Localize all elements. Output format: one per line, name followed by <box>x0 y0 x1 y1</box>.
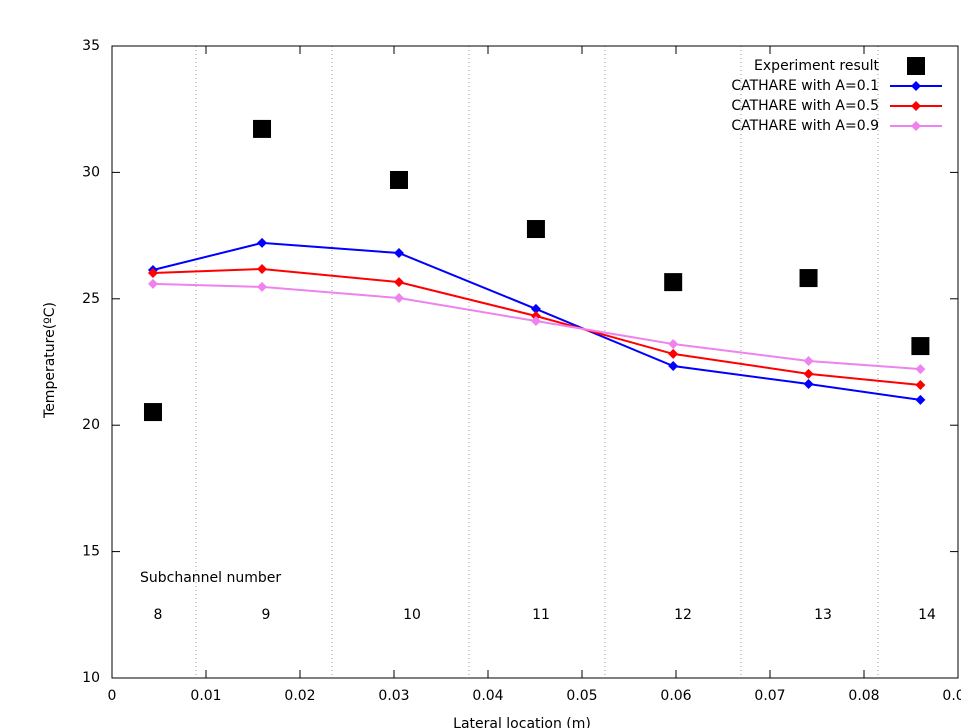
legend-marker <box>907 57 925 75</box>
y-tick-label: 35 <box>82 38 100 54</box>
marker <box>253 119 272 138</box>
x-tick-label: 0.04 <box>472 688 503 704</box>
subchannel-number: 9 <box>262 607 271 623</box>
legend-marker <box>911 101 921 111</box>
legend-marker <box>911 81 921 91</box>
x-tick-label: 0.09 <box>942 688 961 704</box>
subchannel-number: 12 <box>674 607 692 623</box>
legend-marker <box>911 121 921 131</box>
marker <box>147 268 158 279</box>
marker <box>143 403 162 422</box>
x-tick-label: 0.06 <box>660 688 691 704</box>
x-tick-label: 0.01 <box>190 688 221 704</box>
marker <box>664 273 683 292</box>
y-tick-label: 25 <box>82 291 100 307</box>
legend-label: CATHARE with A=0.5 <box>731 98 879 114</box>
subchannel-number: 10 <box>403 607 421 623</box>
x-tick-label: 0.02 <box>284 688 315 704</box>
y-tick-label: 15 <box>82 544 100 560</box>
legend-label: Experiment result <box>754 58 879 74</box>
annotation-title: Subchannel number <box>140 570 281 586</box>
series-line <box>152 282 921 371</box>
marker <box>530 310 541 321</box>
marker <box>915 380 926 391</box>
marker <box>530 316 541 327</box>
marker <box>393 277 404 288</box>
marker <box>393 248 404 259</box>
marker <box>803 368 814 379</box>
legend-label: CATHARE with A=0.9 <box>731 118 879 134</box>
marker <box>530 303 541 314</box>
marker <box>147 278 158 289</box>
subchannel-number: 11 <box>532 607 550 623</box>
y-tick-label: 30 <box>82 164 100 180</box>
x-axis-label: Lateral location (m) <box>453 716 591 728</box>
marker <box>668 348 679 359</box>
y-axis-label: Temperature(ºC) <box>42 302 58 419</box>
x-tick-label: 0 <box>108 688 117 704</box>
marker <box>915 394 926 405</box>
marker <box>526 220 545 239</box>
x-tick-label: 0.03 <box>378 688 409 704</box>
subchannel-number: 13 <box>814 607 832 623</box>
marker <box>257 263 268 274</box>
subchannel-number: 14 <box>918 607 936 623</box>
separators <box>195 46 879 678</box>
marker <box>257 237 268 248</box>
plot-border <box>111 45 959 679</box>
marker <box>799 269 818 288</box>
marker <box>389 170 408 189</box>
y-tick-label: 20 <box>82 417 100 433</box>
marker <box>915 364 926 375</box>
marker <box>803 355 814 366</box>
legend-label: CATHARE with A=0.1 <box>731 78 879 94</box>
marker <box>803 378 814 389</box>
x-tick-label: 0.05 <box>566 688 597 704</box>
marker <box>393 293 404 304</box>
x-tick-label: 0.07 <box>754 688 785 704</box>
subchannel-number: 8 <box>154 607 163 623</box>
marker <box>668 361 679 372</box>
marker <box>668 339 679 350</box>
marker <box>257 281 268 292</box>
y-tick-label: 10 <box>82 670 100 686</box>
marker <box>911 337 930 356</box>
x-tick-label: 0.08 <box>848 688 879 704</box>
